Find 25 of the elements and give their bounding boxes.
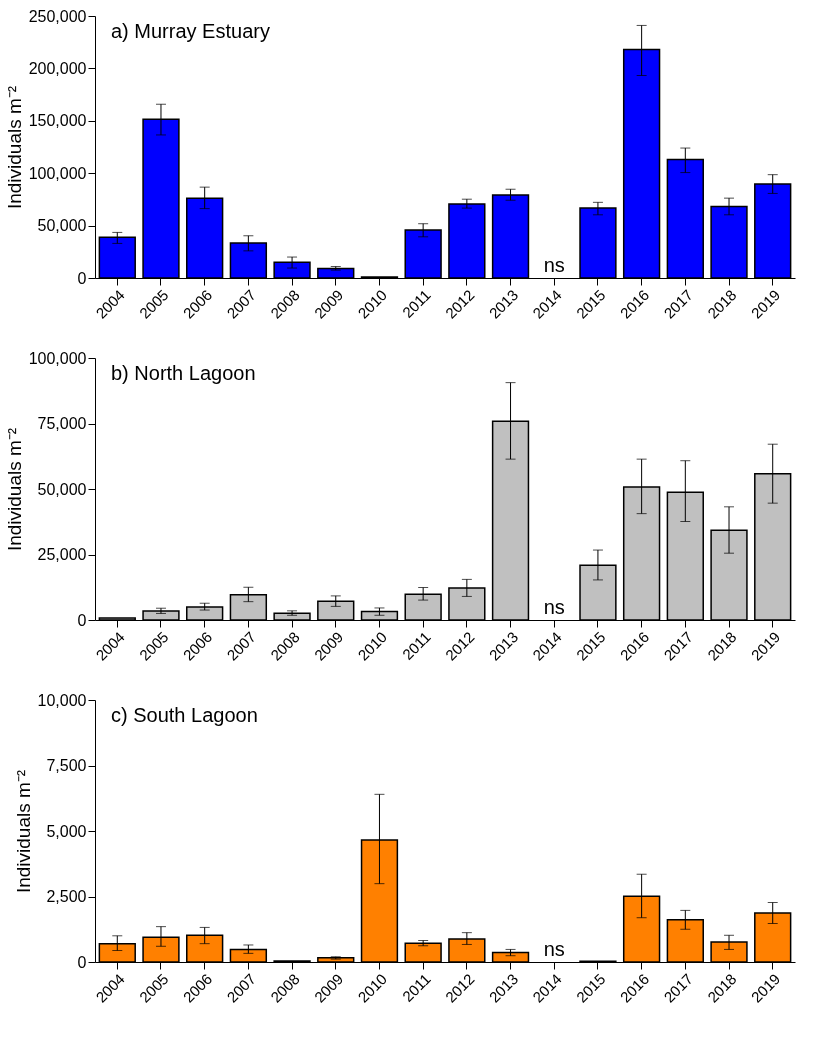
y-axis-title: Individuals m⁻²	[3, 85, 25, 210]
annotation: ns	[543, 938, 565, 960]
y-axis-title: Individuals m⁻²	[3, 427, 25, 552]
y-tick-label: 200,000	[28, 59, 87, 77]
y-tick-label: 50,000	[37, 480, 87, 498]
chart-title: a) Murray Estuary	[111, 20, 270, 42]
y-tick-label: 75,000	[37, 415, 87, 432]
y-tick-label: 50,000	[37, 217, 87, 235]
y-tick-label: 10,000	[37, 691, 87, 709]
y-tick-label: 0	[77, 953, 87, 971]
y-axis-title: Individuals m⁻²	[12, 769, 34, 894]
y-tick-label: 0	[77, 611, 87, 629]
y-tick-label: 7,500	[46, 757, 87, 774]
y-tick-label: 250,000	[28, 7, 87, 25]
chart-title: b) North Lagoon	[111, 362, 256, 384]
y-tick-label: 2,500	[46, 888, 87, 905]
y-tick-label: 150,000	[28, 112, 87, 130]
chart-title: c) South Lagoon	[111, 704, 258, 726]
annotation: ns	[543, 596, 565, 618]
y-tick-label: 5,000	[46, 822, 87, 840]
y-tick-label: 100,000	[28, 349, 87, 367]
y-tick-label: 100,000	[28, 164, 87, 182]
y-tick-label: 25,000	[37, 546, 87, 563]
y-tick-label: 0	[77, 269, 87, 287]
annotation: ns	[543, 254, 565, 276]
